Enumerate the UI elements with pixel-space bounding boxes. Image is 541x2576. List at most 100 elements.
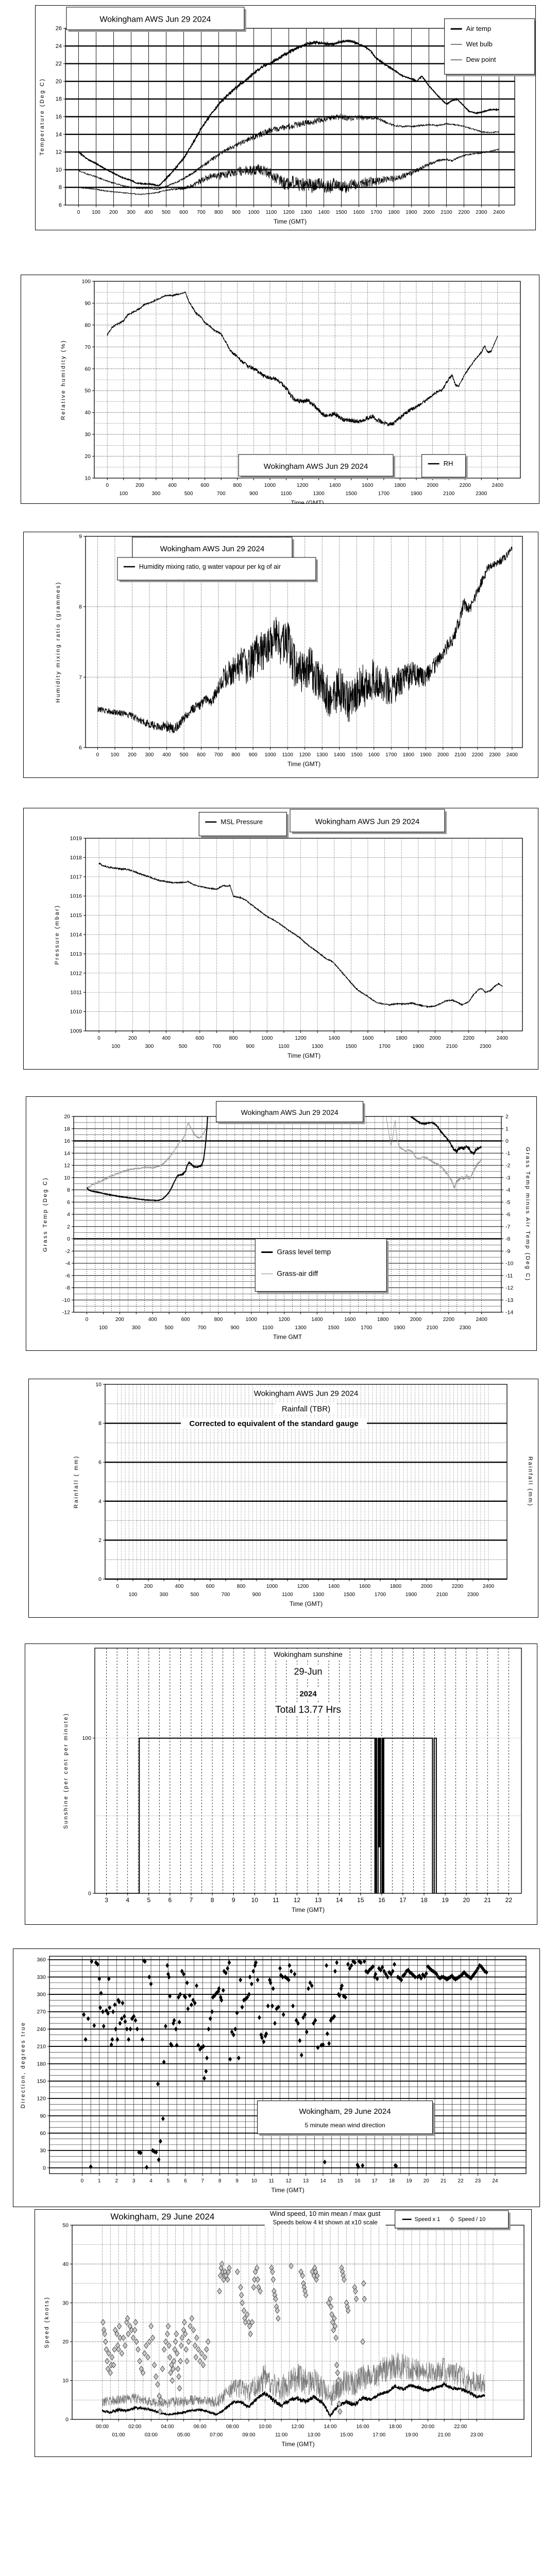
svg-text:500: 500 (165, 1325, 174, 1331)
svg-text:0: 0 (81, 2178, 84, 2184)
svg-text:1900: 1900 (394, 1325, 405, 1331)
svg-text:12: 12 (286, 2178, 292, 2184)
svg-text:6: 6 (98, 1460, 102, 1466)
svg-text:800: 800 (229, 1036, 238, 1041)
svg-text:02:00: 02:00 (128, 2424, 141, 2430)
chart-msl-pressure: 0 200 400 600 800 1000 1200 1400 1600 1800 2000 220… (23, 808, 538, 1070)
svg-text:18: 18 (56, 96, 62, 103)
svg-text:07:00: 07:00 (210, 2432, 223, 2438)
svg-text:1900: 1900 (405, 1592, 417, 1598)
svg-text:700: 700 (222, 1592, 230, 1598)
svg-text:1300: 1300 (313, 491, 325, 497)
svg-text:400: 400 (148, 1317, 157, 1323)
svg-text:1200: 1200 (283, 210, 295, 215)
svg-text:1600: 1600 (362, 1036, 374, 1041)
svg-text:23: 23 (475, 2178, 481, 2184)
svg-text:2300: 2300 (460, 1325, 471, 1331)
svg-text:Pressure (mbar): Pressure (mbar) (54, 905, 60, 965)
svg-text:200: 200 (115, 1317, 124, 1323)
svg-text:0: 0 (106, 483, 109, 488)
svg-text:100: 100 (99, 1325, 108, 1331)
svg-text:14: 14 (56, 131, 62, 138)
svg-text:18: 18 (420, 1896, 428, 1904)
svg-text:600: 600 (179, 210, 188, 215)
svg-text:2000: 2000 (421, 1584, 433, 1589)
svg-text:700: 700 (212, 1044, 221, 1049)
svg-text:20: 20 (62, 2339, 69, 2345)
svg-text:24: 24 (492, 2178, 498, 2184)
svg-text:210: 210 (37, 2044, 46, 2050)
svg-text:1200: 1200 (297, 1584, 309, 1589)
svg-text:-12: -12 (62, 1310, 70, 1316)
svg-text:1200: 1200 (295, 1036, 307, 1041)
svg-text:9: 9 (235, 2178, 239, 2184)
svg-text:1700: 1700 (385, 752, 397, 758)
chart-air-temperature: 0 100 200 300 400 500 600 700 800 900 1000 1100 1200… (35, 5, 536, 230)
svg-text:1000: 1000 (246, 1317, 258, 1323)
svg-text:7: 7 (201, 2178, 204, 2184)
svg-text:2200: 2200 (472, 752, 484, 758)
svg-text:300: 300 (152, 491, 161, 497)
svg-text:100: 100 (111, 1044, 120, 1049)
svg-text:-4: -4 (505, 1187, 510, 1193)
svg-text:Time (GMT): Time (GMT) (288, 1052, 320, 1059)
svg-text:90: 90 (84, 300, 91, 307)
svg-text:700: 700 (214, 752, 223, 758)
svg-text:Rainfall (mm): Rainfall (mm) (527, 1456, 533, 1507)
svg-text:2024: 2024 (299, 1689, 317, 1698)
svg-text:14: 14 (64, 1150, 70, 1157)
svg-text:Speed x 1: Speed x 1 (415, 2216, 441, 2223)
svg-text:Time (GMT): Time (GMT) (271, 2187, 304, 2194)
svg-text:200: 200 (136, 483, 144, 488)
svg-text:2200: 2200 (452, 1584, 464, 1589)
svg-text:21: 21 (441, 2178, 447, 2184)
svg-text:1400: 1400 (318, 210, 330, 215)
svg-text:Direction, degrees true: Direction, degrees true (20, 2022, 26, 2109)
svg-text:800: 800 (214, 1317, 223, 1323)
svg-text:1010: 1010 (70, 1009, 82, 1015)
svg-text:300: 300 (132, 1325, 141, 1331)
svg-text:400: 400 (162, 752, 171, 758)
svg-text:10:00: 10:00 (259, 2424, 272, 2430)
svg-text:50: 50 (62, 2223, 69, 2229)
svg-text:1400: 1400 (334, 752, 346, 758)
svg-text:700: 700 (198, 1325, 207, 1331)
svg-text:2100: 2100 (454, 752, 466, 758)
svg-text:2100: 2100 (436, 1592, 448, 1598)
svg-text:1500: 1500 (351, 752, 363, 758)
svg-text:13: 13 (303, 2178, 309, 2184)
svg-text:4: 4 (67, 1212, 70, 1218)
svg-text:-6: -6 (505, 1212, 510, 1218)
svg-text:12: 12 (294, 1896, 301, 1904)
svg-text:Wokingham AWS Jun 29 2024: Wokingham AWS Jun 29 2024 (241, 1108, 339, 1116)
svg-text:04:00: 04:00 (161, 2424, 174, 2430)
svg-text:1800: 1800 (388, 210, 400, 215)
svg-text:-9: -9 (505, 1248, 510, 1255)
svg-text:09:00: 09:00 (242, 2432, 255, 2438)
svg-text:1013: 1013 (70, 951, 82, 957)
svg-text:1000: 1000 (265, 752, 277, 758)
svg-text:Temperature (Deg C): Temperature (Deg C) (39, 78, 45, 156)
svg-text:700: 700 (217, 491, 226, 497)
svg-text:1200: 1200 (278, 1317, 290, 1323)
grass-temp-svg: 0 200 400 600 800 1000 1200 1400 1600 1800 2000 220… (42, 1101, 531, 1341)
svg-text:00:00: 00:00 (96, 2424, 109, 2430)
svg-text:15: 15 (337, 2178, 344, 2184)
svg-text:0: 0 (88, 1891, 91, 1897)
svg-text:5: 5 (147, 1896, 150, 1904)
svg-text:Total 13.77 Hrs: Total 13.77 Hrs (275, 1705, 341, 1716)
svg-text:16: 16 (56, 114, 62, 120)
svg-text:22:00: 22:00 (454, 2424, 467, 2430)
svg-text:10: 10 (251, 1896, 259, 1904)
svg-text:2300: 2300 (467, 1592, 479, 1598)
svg-text:20:00: 20:00 (421, 2424, 434, 2430)
svg-text:1000: 1000 (261, 1036, 273, 1041)
svg-text:Relative humidity (%): Relative humidity (%) (60, 340, 66, 420)
svg-text:1100: 1100 (282, 1592, 293, 1598)
svg-text:6: 6 (168, 1896, 172, 1904)
svg-text:Wokingham AWS Jun 29 2024: Wokingham AWS Jun 29 2024 (99, 15, 211, 24)
svg-text:600: 600 (200, 483, 209, 488)
svg-text:1900: 1900 (405, 210, 417, 215)
svg-text:1800: 1800 (390, 1584, 402, 1589)
svg-text:1700: 1700 (379, 1044, 391, 1049)
